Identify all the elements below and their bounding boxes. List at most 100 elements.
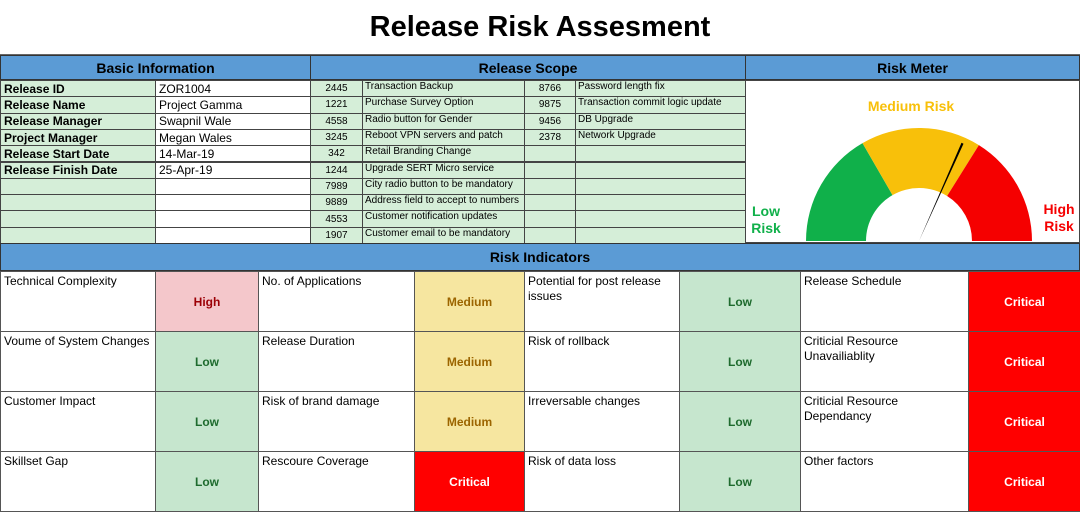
- info-label: [0, 194, 156, 212]
- release-scope-header: Release Scope: [310, 55, 746, 80]
- risk-level-badge: Critical: [968, 271, 1080, 332]
- risk-level-badge: Critical: [968, 451, 1080, 512]
- gauge-needle: [919, 142, 964, 241]
- high-risk-label: High Risk: [1043, 201, 1075, 234]
- risk-indicators-header: Risk Indicators: [0, 243, 1080, 271]
- low-risk-label: Low Risk: [751, 203, 781, 236]
- info-value: Swapnil Wale: [155, 112, 311, 130]
- scope-description: Reboot VPN servers and patch: [362, 128, 525, 147]
- scope-description: [575, 210, 746, 228]
- risk-meter-header: Risk Meter: [745, 55, 1080, 80]
- info-label: Release Name: [0, 96, 156, 114]
- scope-description: DB Upgrade: [575, 112, 746, 130]
- risk-indicator-label: Other factors: [800, 451, 969, 512]
- scope-description: [575, 226, 746, 244]
- scope-id: 342: [310, 145, 363, 163]
- risk-level-badge: Critical: [968, 391, 1080, 452]
- scope-description: Customer notification updates: [362, 210, 525, 228]
- info-value: ZOR1004: [155, 80, 311, 98]
- risk-indicator-label: No. of Applications: [258, 271, 415, 332]
- scope-description: Transaction commit logic update: [575, 96, 746, 114]
- info-label: Release Manager: [0, 112, 156, 130]
- risk-level-badge: Low: [155, 391, 259, 452]
- scope-id: [524, 177, 576, 196]
- scope-id: 2445: [310, 80, 363, 98]
- risk-indicator-label: Release Duration: [258, 331, 415, 392]
- gauge-high-segment: [947, 145, 1032, 241]
- basic-info-header: Basic Information: [0, 55, 311, 80]
- scope-description: Address field to accept to numbers: [362, 194, 525, 212]
- scope-description: Upgrade SERT Micro service: [362, 161, 525, 179]
- risk-indicator-label: Criticial Resource Dependancy: [800, 391, 969, 452]
- risk-indicator-label: Risk of data loss: [524, 451, 680, 512]
- info-value: Megan Wales: [155, 128, 311, 147]
- risk-gauge: [806, 128, 1032, 241]
- scope-description: Password length fix: [575, 80, 746, 98]
- scope-id: [524, 226, 576, 244]
- info-value: [155, 226, 311, 244]
- info-label: Release Start Date: [0, 145, 156, 163]
- risk-indicator-label: Customer Impact: [0, 391, 156, 452]
- risk-indicator-label: Risk of brand damage: [258, 391, 415, 452]
- risk-level-badge: Low: [679, 391, 801, 452]
- info-label: [0, 177, 156, 196]
- scope-id: 2378: [524, 128, 576, 147]
- risk-meter: Low Risk Medium Risk High Risk: [745, 80, 1080, 243]
- scope-id: [524, 210, 576, 228]
- scope-description: [575, 177, 746, 196]
- scope-description: City radio button to be mandatory: [362, 177, 525, 196]
- risk-level-badge: Low: [155, 451, 259, 512]
- scope-id: 7989: [310, 177, 363, 196]
- info-label: [0, 226, 156, 244]
- gauge-medium-segment: [862, 128, 979, 197]
- scope-id: 9456: [524, 112, 576, 130]
- page-title: Release Risk Assesment: [0, 0, 1080, 55]
- scope-description: Transaction Backup: [362, 80, 525, 98]
- info-label: [0, 210, 156, 228]
- scope-description: [575, 145, 746, 163]
- risk-level-badge: High: [155, 271, 259, 332]
- risk-level-badge: Critical: [414, 451, 525, 512]
- scope-id: 1244: [310, 161, 363, 179]
- info-label: Project Manager: [0, 128, 156, 147]
- risk-level-badge: Low: [679, 331, 801, 392]
- info-value: [155, 177, 311, 196]
- risk-indicator-label: Risk of rollback: [524, 331, 680, 392]
- scope-id: 1221: [310, 96, 363, 114]
- scope-description: [575, 161, 746, 179]
- info-label: Release Finish Date: [0, 161, 156, 179]
- scope-id: [524, 161, 576, 179]
- info-value: [155, 194, 311, 212]
- info-value: Project Gamma: [155, 96, 311, 114]
- risk-indicator-label: Skillset Gap: [0, 451, 156, 512]
- scope-id: 1907: [310, 226, 363, 244]
- info-label: Release ID: [0, 80, 156, 98]
- risk-indicator-label: Irreversable changes: [524, 391, 680, 452]
- risk-indicator-label: Rescoure Coverage: [258, 451, 415, 512]
- gauge-low-segment: [806, 143, 893, 241]
- risk-indicator-label: Criticial Resource Unavailiablity: [800, 331, 969, 392]
- scope-description: Customer email to be mandatory: [362, 226, 525, 244]
- scope-description: Network Upgrade: [575, 128, 746, 147]
- scope-description: [575, 194, 746, 212]
- risk-level-badge: Medium: [414, 271, 525, 332]
- scope-id: [524, 145, 576, 163]
- risk-indicator-label: Release Schedule: [800, 271, 969, 332]
- scope-id: 3245: [310, 128, 363, 147]
- medium-risk-label: Medium Risk: [867, 98, 955, 114]
- scope-id: 8766: [524, 80, 576, 98]
- scope-description: Retail Branding Change: [362, 145, 525, 163]
- risk-level-badge: Critical: [968, 331, 1080, 392]
- risk-indicator-label: Technical Complexity: [0, 271, 156, 332]
- risk-indicator-label: Potential for post release issues: [524, 271, 680, 332]
- scope-description: Radio button for Gender: [362, 112, 525, 130]
- risk-level-badge: Low: [679, 271, 801, 332]
- info-value: [155, 210, 311, 228]
- risk-level-badge: Medium: [414, 391, 525, 452]
- scope-id: 4553: [310, 210, 363, 228]
- risk-level-badge: Low: [679, 451, 801, 512]
- scope-description: Purchase Survey Option: [362, 96, 525, 114]
- info-value: 14-Mar-19: [155, 145, 311, 163]
- scope-id: 9875: [524, 96, 576, 114]
- scope-id: [524, 194, 576, 212]
